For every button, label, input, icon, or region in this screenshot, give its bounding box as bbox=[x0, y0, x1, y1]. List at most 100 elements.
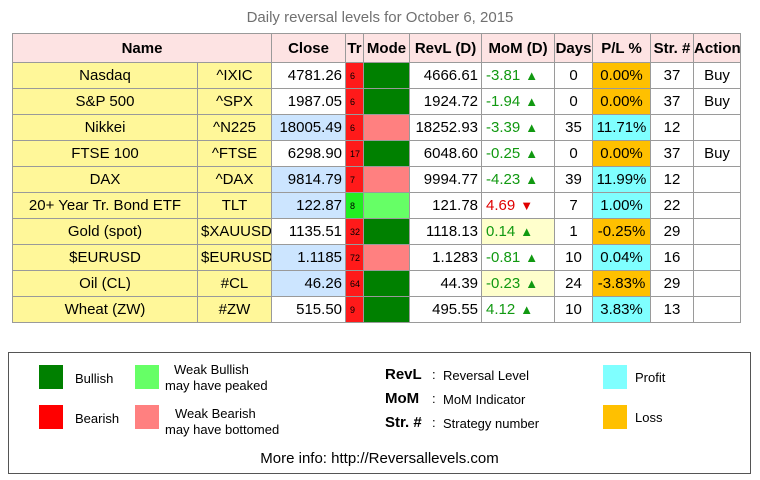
close-value: 18005.49 bbox=[271, 114, 347, 141]
instrument-name: Wheat (ZW) bbox=[12, 296, 198, 323]
table-row: Wheat (ZW) #ZW 515.50 9 495.55 4.12 ▲ 10 3.83% 13 bbox=[12, 296, 742, 323]
profit-label: Profit bbox=[635, 370, 666, 385]
mom-number: 4.12 bbox=[486, 301, 516, 318]
instrument-symbol: TLT bbox=[196, 192, 273, 219]
instrument-symbol: $XAUUSD bbox=[196, 218, 273, 245]
str-key: Str. # bbox=[385, 414, 422, 431]
strategy-number: 29 bbox=[650, 218, 695, 245]
close-value: 1.1185 bbox=[271, 244, 347, 271]
days-value: 10 bbox=[554, 244, 594, 271]
instrument-symbol: $EURUSD bbox=[196, 244, 273, 271]
revl-value: 121.78 bbox=[409, 192, 483, 219]
close-value: 6298.90 bbox=[271, 140, 347, 167]
pl-value: 3.83% bbox=[592, 296, 652, 323]
page-title: Daily reversal levels for October 6, 201… bbox=[246, 9, 514, 26]
mode-indicator bbox=[363, 140, 411, 167]
mom-number: 4.69 bbox=[486, 197, 516, 214]
mode-indicator bbox=[363, 192, 411, 219]
header-mode: Mode bbox=[363, 33, 411, 63]
revl-value: 9994.77 bbox=[409, 166, 483, 193]
close-value: 1987.05 bbox=[271, 88, 347, 115]
action-value bbox=[693, 192, 742, 219]
action-value bbox=[693, 270, 742, 297]
action-value: Buy bbox=[693, 140, 742, 167]
mom-number: -3.81 bbox=[486, 67, 521, 84]
strategy-number: 37 bbox=[650, 62, 695, 89]
action-value: Buy bbox=[693, 62, 742, 89]
mode-indicator bbox=[363, 218, 411, 245]
mom-number: -0.25 bbox=[486, 145, 521, 162]
pl-value: 0.00% bbox=[592, 140, 652, 167]
header-row: Name Close Tr Mode RevL (D) MoM (D) Days… bbox=[11, 33, 742, 63]
weak-bullish-label: Weak Bullish bbox=[174, 362, 249, 377]
arrow-up-icon: ▲ bbox=[525, 250, 539, 265]
str-colon: : bbox=[432, 415, 436, 430]
revl-value: 18252.93 bbox=[409, 114, 483, 141]
revl-value: 4666.61 bbox=[409, 62, 483, 89]
instrument-name: $EURUSD bbox=[12, 244, 198, 271]
days-value: 7 bbox=[554, 192, 594, 219]
days-value: 0 bbox=[554, 62, 594, 89]
action-value: Buy bbox=[693, 88, 742, 115]
weak-bearish-swatch bbox=[135, 405, 159, 429]
mom-desc: MoM Indicator bbox=[443, 392, 526, 407]
trend-value: 6 bbox=[345, 62, 365, 89]
table-row: Gold (spot) $XAUUSD 1135.51 32 1118.13 0.14 ▲ 1… bbox=[12, 218, 742, 245]
strategy-number: 12 bbox=[650, 114, 695, 141]
header-mom: MoM (D) bbox=[481, 33, 556, 63]
pl-value: -0.25% bbox=[592, 218, 652, 245]
instrument-name: Nikkei bbox=[12, 114, 198, 141]
header-str: Str. # bbox=[650, 33, 695, 63]
pl-value: -3.83% bbox=[592, 270, 652, 297]
strategy-number: 37 bbox=[650, 140, 695, 167]
weak-bullish-swatch bbox=[135, 365, 159, 389]
instrument-symbol: ^DAX bbox=[196, 166, 273, 193]
pl-value: 11.99% bbox=[592, 166, 652, 193]
trend-value: 9 bbox=[345, 296, 365, 323]
action-value bbox=[693, 114, 742, 141]
header-revl: RevL (D) bbox=[409, 33, 483, 63]
days-value: 24 bbox=[554, 270, 594, 297]
str-desc: Strategy number bbox=[443, 416, 540, 431]
days-value: 39 bbox=[554, 166, 594, 193]
loss-swatch bbox=[603, 405, 627, 429]
pl-value: 0.04% bbox=[592, 244, 652, 271]
weak-bearish-label: Weak Bearish bbox=[175, 406, 256, 421]
revl-desc: Reversal Level bbox=[443, 368, 529, 383]
revl-value: 44.39 bbox=[409, 270, 483, 297]
days-value: 1 bbox=[554, 218, 594, 245]
trend-value: 17 bbox=[345, 140, 365, 167]
action-value bbox=[693, 166, 742, 193]
close-value: 122.87 bbox=[271, 192, 347, 219]
mom-value: 4.69 ▼ bbox=[481, 192, 556, 219]
mode-indicator bbox=[363, 62, 411, 89]
trend-value: 8 bbox=[345, 192, 365, 219]
instrument-name: FTSE 100 bbox=[12, 140, 198, 167]
revl-value: 1.1283 bbox=[409, 244, 483, 271]
legend-box: Bullish Weak Bullish may have peaked Bea… bbox=[8, 352, 751, 474]
reversal-table: Name Close Tr Mode RevL (D) MoM (D) Days… bbox=[11, 33, 742, 323]
mode-indicator bbox=[363, 114, 411, 141]
trend-value: 6 bbox=[345, 88, 365, 115]
header-action: Action bbox=[693, 33, 742, 63]
mom-value: 0.14 ▲ bbox=[481, 218, 556, 245]
profit-swatch bbox=[603, 365, 627, 389]
mom-colon: : bbox=[432, 391, 436, 406]
mom-number: -4.23 bbox=[486, 171, 521, 188]
days-value: 35 bbox=[554, 114, 594, 141]
action-value bbox=[693, 218, 742, 245]
bullish-swatch bbox=[39, 365, 63, 389]
loss-label: Loss bbox=[635, 410, 663, 425]
table-row: $EURUSD $EURUSD 1.1185 72 1.1283 -0.81 ▲ 10 0.04… bbox=[12, 244, 742, 271]
revl-colon: : bbox=[432, 367, 436, 382]
mode-indicator bbox=[363, 88, 411, 115]
instrument-name: 20+ Year Tr. Bond ETF bbox=[12, 192, 198, 219]
close-value: 46.26 bbox=[271, 270, 347, 297]
instrument-symbol: #ZW bbox=[196, 296, 273, 323]
action-value bbox=[693, 244, 742, 271]
arrow-up-icon: ▲ bbox=[525, 172, 539, 187]
trend-value: 72 bbox=[345, 244, 365, 271]
revl-value: 1924.72 bbox=[409, 88, 483, 115]
mode-indicator bbox=[363, 244, 411, 271]
arrow-up-icon: ▲ bbox=[525, 120, 539, 135]
